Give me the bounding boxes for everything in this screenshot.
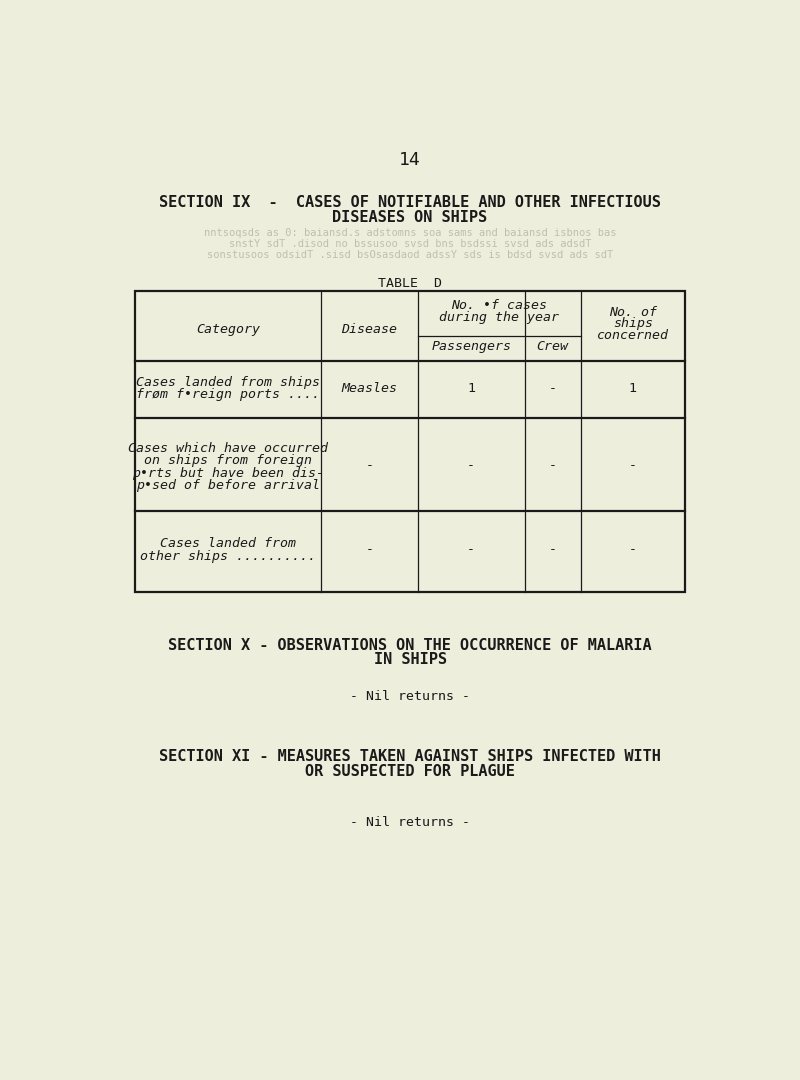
Text: p•sed of before arrival: p•sed of before arrival	[136, 478, 320, 491]
Text: -: -	[629, 459, 637, 472]
Text: p•rts but have been dis-: p•rts but have been dis-	[132, 467, 324, 480]
Text: No. •f cases: No. •f cases	[451, 299, 547, 312]
Text: 1: 1	[629, 382, 637, 395]
Text: 1: 1	[467, 382, 475, 395]
Text: No. of: No. of	[609, 306, 657, 319]
Text: 14: 14	[399, 151, 421, 170]
Text: OR SUSPECTED FOR PLAGUE: OR SUSPECTED FOR PLAGUE	[305, 764, 515, 779]
Text: concerned: concerned	[597, 328, 669, 341]
Text: SECTION XI - MEASURES TAKEN AGAINST SHIPS INFECTED WITH: SECTION XI - MEASURES TAKEN AGAINST SHIP…	[159, 750, 661, 765]
Text: - Nil returns -: - Nil returns -	[350, 816, 470, 829]
Text: ships: ships	[613, 318, 653, 330]
Text: DISEASES ON SHIPS: DISEASES ON SHIPS	[333, 210, 487, 225]
Bar	[135, 292, 685, 592]
Text: -: -	[629, 543, 637, 556]
Text: -: -	[467, 459, 475, 472]
Text: -: -	[549, 543, 557, 556]
Text: SECTION IX  -  CASES OF NOTIFIABLE AND OTHER INFECTIOUS: SECTION IX - CASES OF NOTIFIABLE AND OTH…	[159, 195, 661, 210]
Text: Passengers: Passengers	[431, 340, 511, 353]
Text: Category: Category	[196, 323, 260, 336]
Text: Cases landed from ships: Cases landed from ships	[136, 376, 320, 389]
Text: -: -	[366, 459, 374, 472]
Text: nntsoqsds as 0: baiansd.s adstomns soa sams and baiansd isbnos bas: nntsoqsds as 0: baiansd.s adstomns soa s…	[204, 228, 616, 239]
Text: sonstusoos odsidT .sisd bsOsasdaod adssY sds is bdsd svsd ads sdT: sonstusoos odsidT .sisd bsOsasdaod adssY…	[207, 249, 613, 259]
Text: - Nil returns -: - Nil returns -	[350, 690, 470, 703]
Text: -: -	[467, 543, 475, 556]
Text: on ships from foreign: on ships from foreign	[144, 455, 312, 468]
Text: Cases landed from: Cases landed from	[160, 538, 296, 551]
Text: -: -	[549, 459, 557, 472]
Text: TABLE  D: TABLE D	[378, 278, 442, 291]
Text: frøm f•reign ports ....: frøm f•reign ports ....	[136, 388, 320, 401]
Text: Disease: Disease	[342, 323, 398, 336]
Text: -: -	[366, 543, 374, 556]
Text: Crew: Crew	[537, 340, 569, 353]
Text: snstY sdT .disod no bssusoo svsd bns bsdssi svsd ads adsdT: snstY sdT .disod no bssusoo svsd bns bsd…	[229, 239, 591, 249]
Text: other ships ..........: other ships ..........	[140, 550, 316, 563]
Text: SECTION X - OBSERVATIONS ON THE OCCURRENCE OF MALARIA: SECTION X - OBSERVATIONS ON THE OCCURREN…	[168, 638, 652, 652]
Text: Cases which have occurred: Cases which have occurred	[128, 442, 328, 455]
Text: IN SHIPS: IN SHIPS	[374, 652, 446, 667]
Text: during the year: during the year	[439, 311, 559, 324]
Text: Measles: Measles	[342, 382, 398, 395]
Text: -: -	[549, 382, 557, 395]
